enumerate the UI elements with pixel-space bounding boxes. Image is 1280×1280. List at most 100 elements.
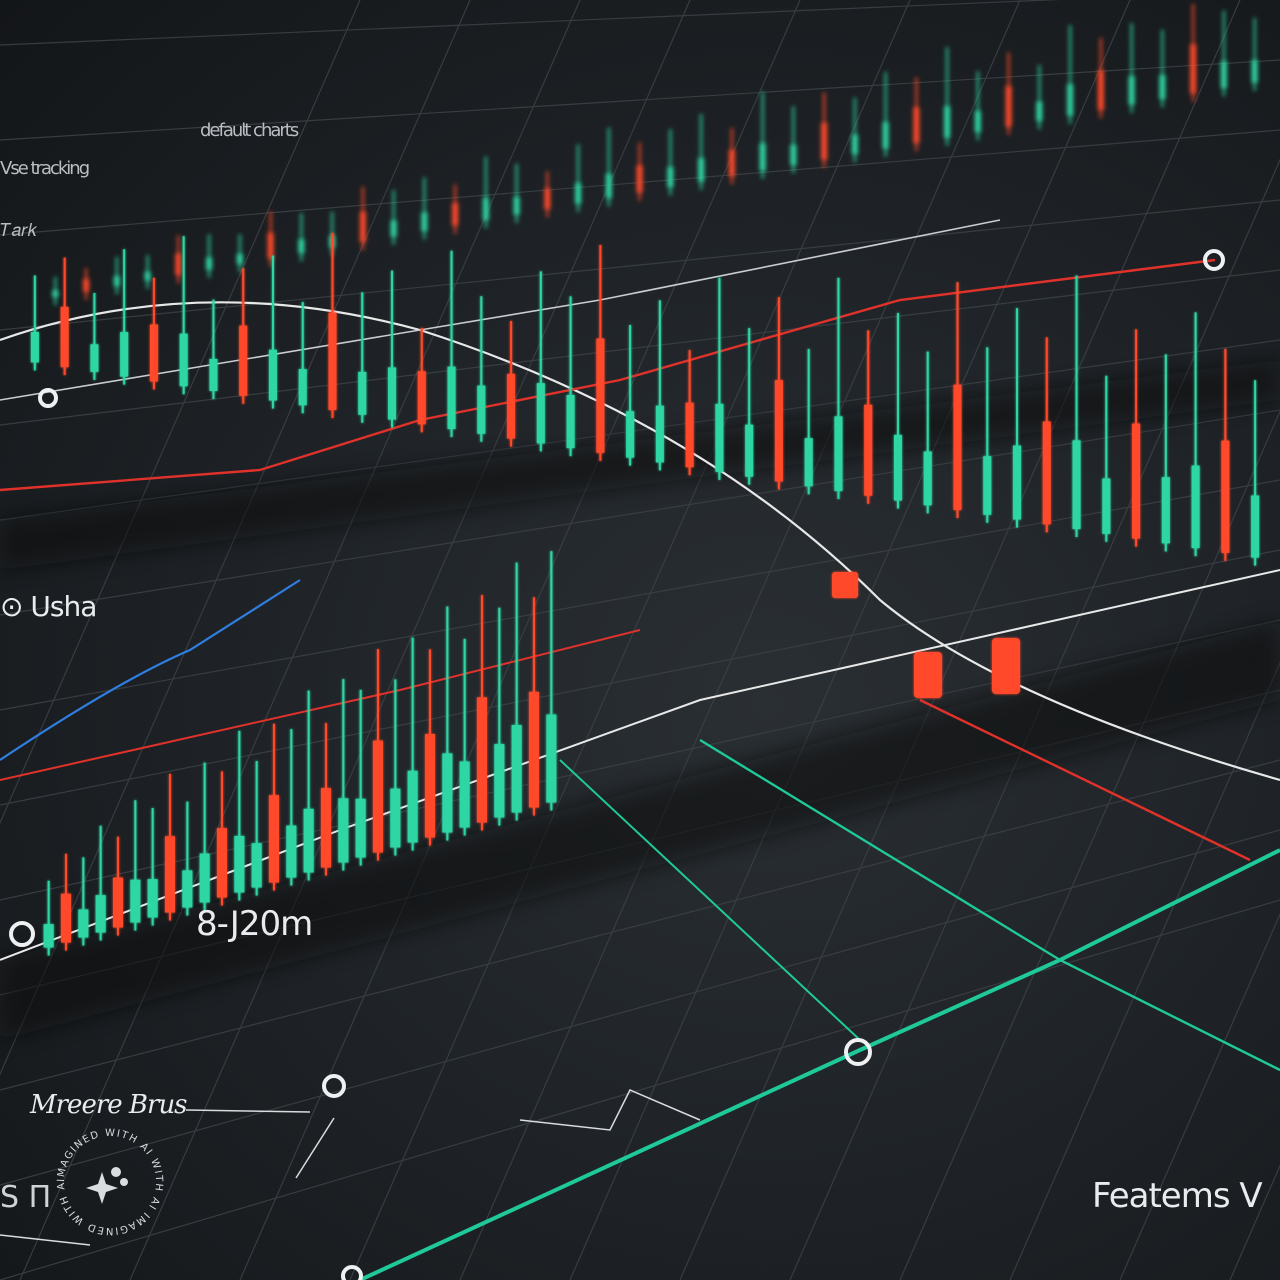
grid-line [0,339,1280,521]
candle-up [477,385,486,434]
grid-line [1119,912,1280,1280]
small-annotation-line [519,1089,701,1131]
marker-ring-icon [38,388,58,408]
candle-down [953,384,962,510]
candle-up [303,808,314,873]
candle-up [421,212,428,232]
candle-down [821,122,828,160]
grid-line [569,0,1131,1280]
candle-up [626,411,635,458]
candle-down [477,697,487,823]
marker-ring-icon [9,921,35,947]
svg-text:IMAGINED WITH AI WITH AI IMAGI: IMAGINED WITH AI WITH AI IMAGINED WITH A [56,1128,164,1236]
candle-down [544,188,551,210]
grid-line [0,409,1280,616]
blue-indicator-line [0,579,301,761]
candle-up [234,835,245,893]
candle-down [321,788,331,868]
highlight-candle [992,638,1020,694]
candle-up [355,798,366,858]
grid-line [239,0,801,1280]
marker-ring-icon [844,1038,872,1066]
candle-up [179,333,188,387]
candle-up [147,879,158,918]
candle-up [182,870,193,908]
candle-up [1128,76,1135,105]
candle-up [1251,495,1260,558]
annotation-tick [295,1117,335,1179]
candle-down [1042,421,1051,525]
candle-up [546,714,557,803]
candle-down [685,402,694,468]
usha-label: ⊙ Usha [0,590,97,623]
candle-up [494,744,505,818]
candle-down [61,893,71,943]
grid-line [459,0,1021,1280]
candle-up [513,196,520,215]
grid-line [1009,661,1280,1280]
candle-up [338,798,349,863]
candle-up [268,349,277,401]
candle-up [893,434,902,501]
candle-up [882,121,889,149]
candle-up [745,424,754,477]
candle-up [113,275,120,287]
teal-cross-line [559,759,861,1041]
candle-down [373,740,383,853]
candle-down [1221,440,1230,553]
teal-lower-line [359,848,1280,1280]
candle-up [1159,74,1166,100]
grid-line [349,0,911,1280]
red-lower-line [0,629,641,781]
candle-up [944,106,951,138]
chart-shadows [0,360,1280,1040]
grid-line [0,0,1062,46]
highlight-candle [914,652,942,698]
candle-up [298,239,305,254]
candle-down [417,371,426,425]
candle-down [239,325,248,396]
candles-front-band [43,551,557,956]
candle-up [575,182,582,204]
candle-up [923,451,932,506]
grid-line [0,59,1280,141]
candle-down [328,312,337,410]
candle-up [144,271,151,281]
candle-up [715,403,724,472]
candle-up [459,761,470,828]
teal-diagonal-line [699,738,1280,1072]
highlight-candle [832,572,858,598]
candle-up [1191,465,1200,549]
candle-up [209,358,218,391]
candle-up [511,725,522,813]
candles-mid-band [30,232,1260,698]
top-mid-label: 𝖽𝖾𝖿𝖺𝗎𝗅𝗍 𝖼𝗁𝖺𝗋𝗍𝗌 [200,120,299,141]
candle-up [30,331,39,363]
grid-line [789,158,1280,1280]
side-label: 𝑇𝑎𝑟𝑘 [0,220,38,241]
grid-line [0,619,1280,901]
grid-line [0,549,1280,806]
ai-watermark: IMAGINED WITH AI WITH AI IMAGINED WITH A [52,1124,168,1240]
candle-up [974,110,981,133]
candle-up [804,438,813,487]
candle-down [1097,70,1104,111]
candle-down [267,232,274,259]
candle-up [834,416,843,491]
candle-up [1013,445,1022,520]
candle-down [774,380,783,482]
candle-up [95,895,106,933]
watermark-text: IMAGINED WITH AI WITH AI IMAGINED WITH A [56,1128,163,1236]
candle-up [698,158,705,182]
candle-down [507,373,516,439]
marker-ring-icon [1203,249,1225,271]
candle-up [90,344,99,372]
candle-up [605,173,612,199]
candle-up [536,383,545,444]
brand-label: Mreere Brus [30,1090,188,1120]
grid-line [19,0,581,1280]
candle-up [390,788,401,848]
candle-down [83,278,90,292]
